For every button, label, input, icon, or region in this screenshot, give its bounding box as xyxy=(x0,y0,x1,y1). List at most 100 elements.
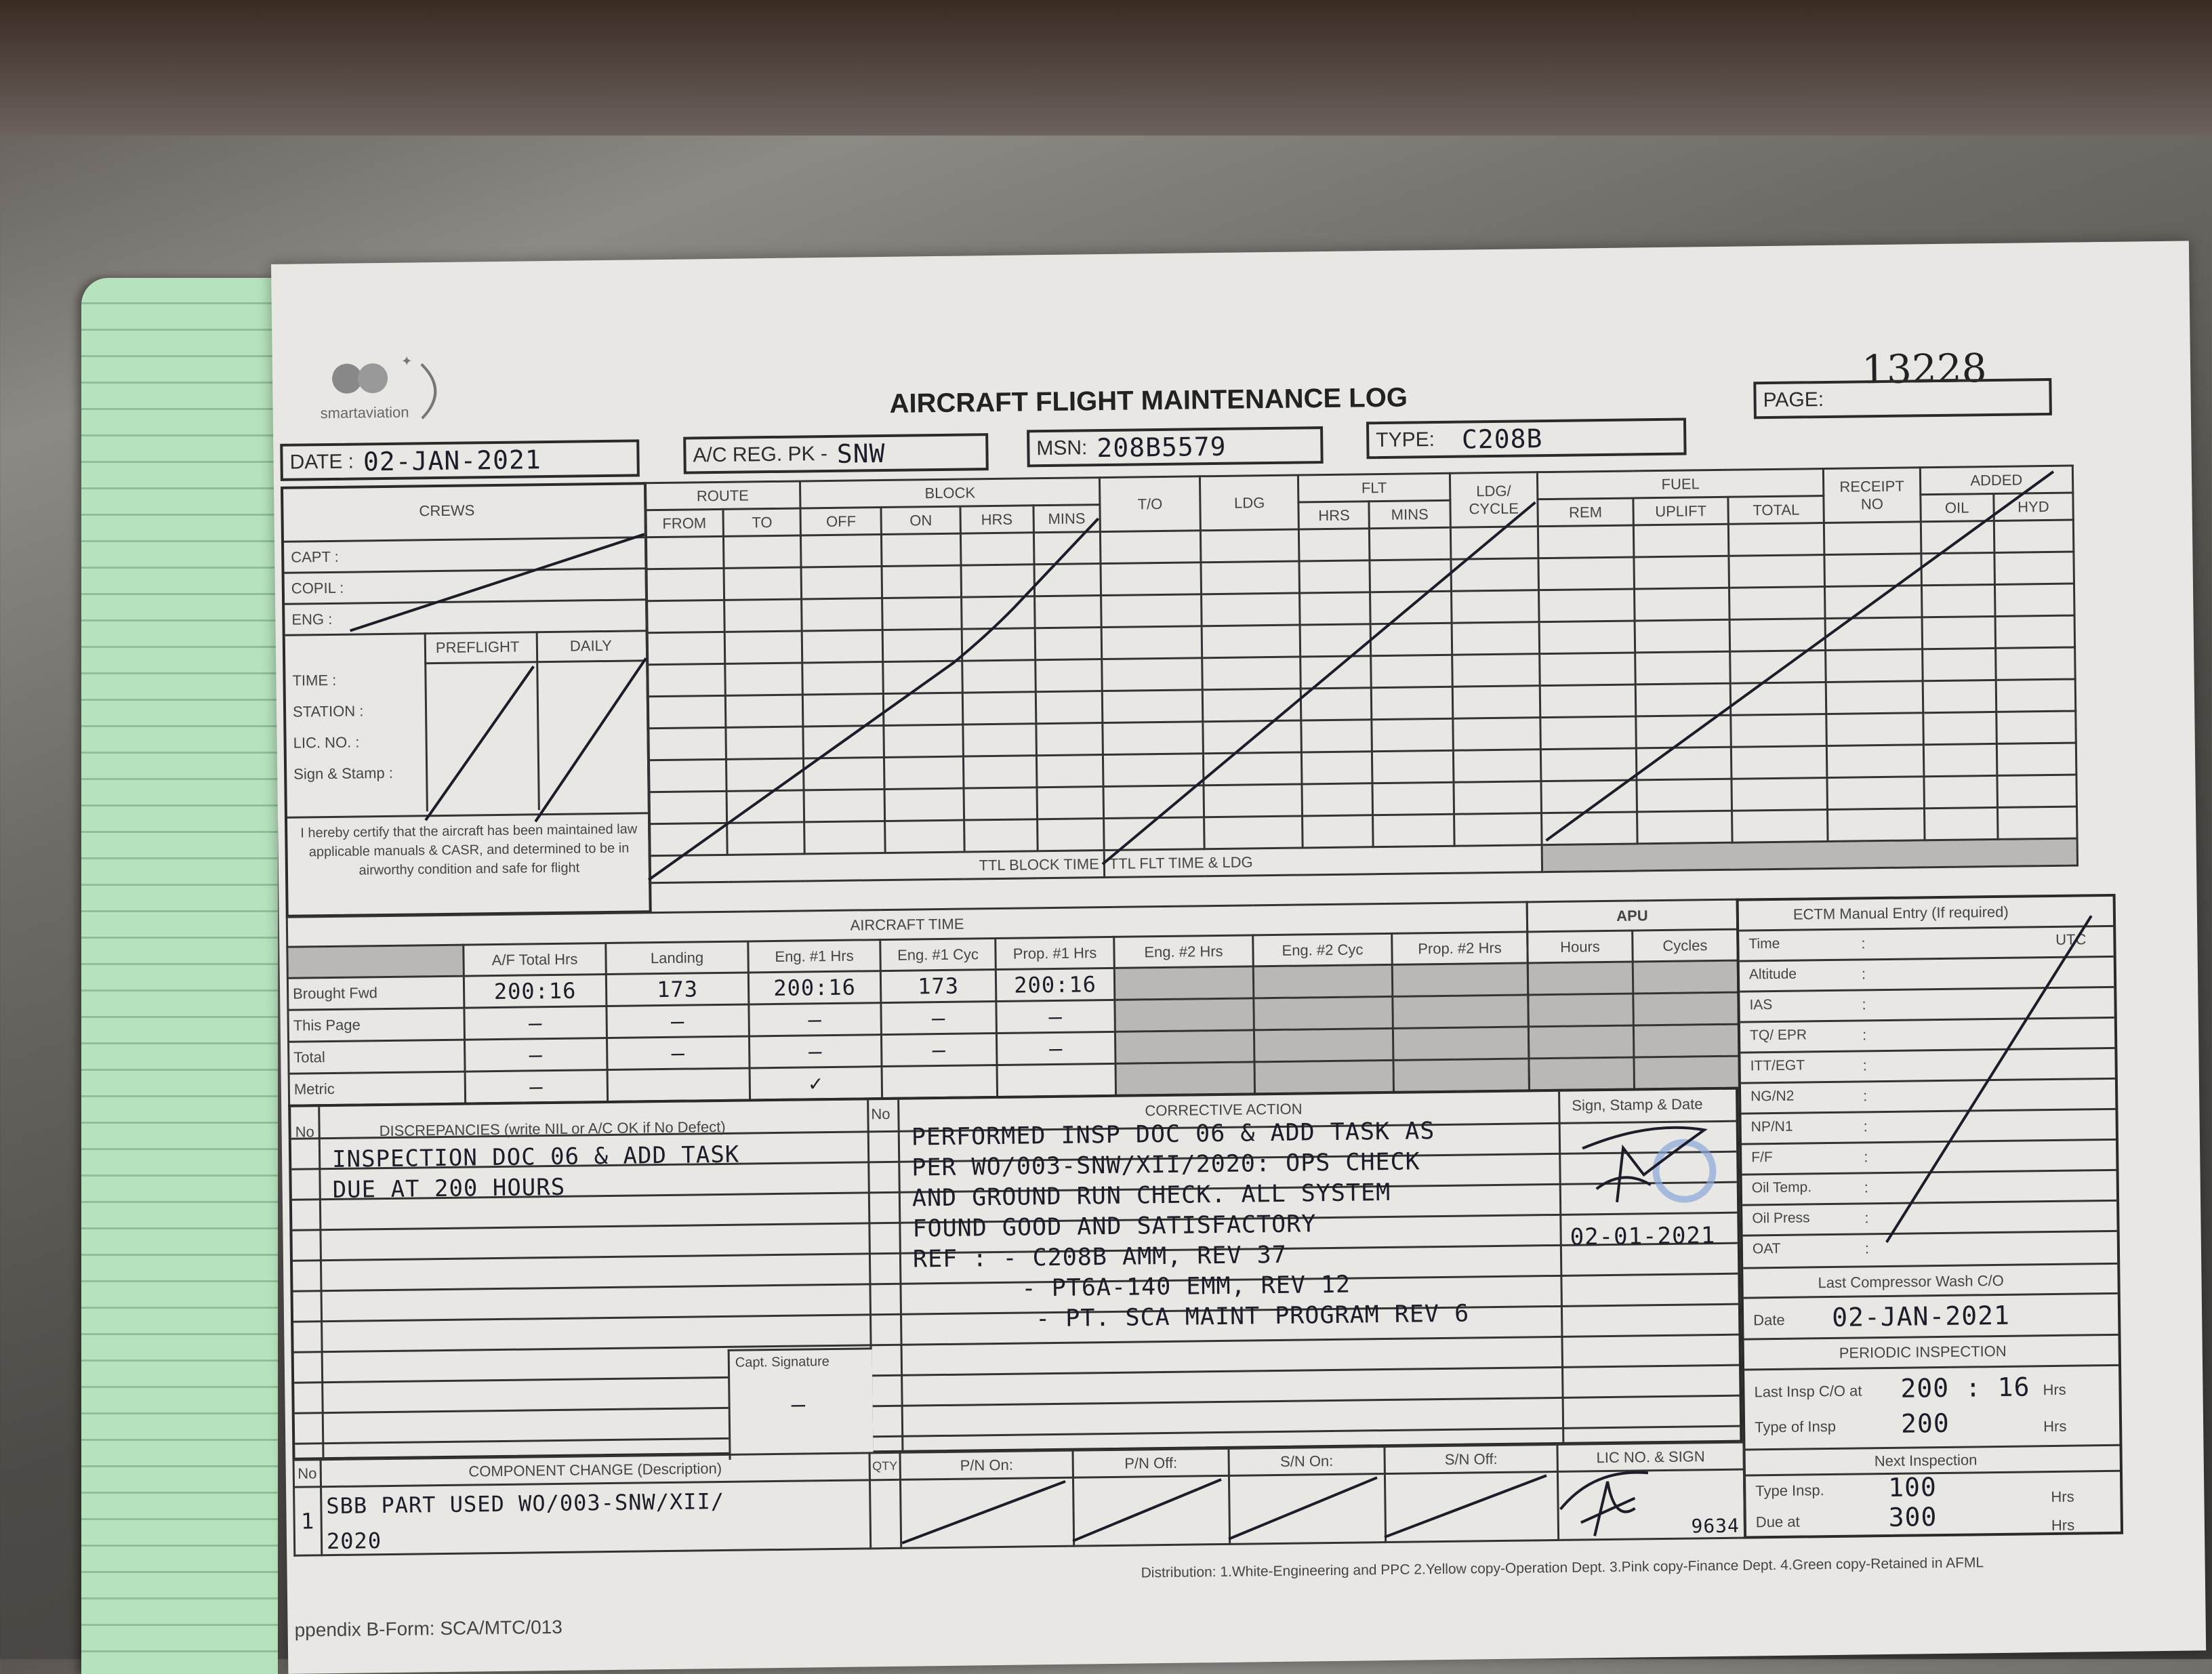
flight-cell[interactable] xyxy=(1995,679,2076,712)
flight-cell[interactable] xyxy=(647,695,726,729)
flight-cell[interactable] xyxy=(1454,813,1542,846)
flight-cell[interactable] xyxy=(1101,626,1202,659)
aircraft-time-cell[interactable]: — xyxy=(748,1002,882,1036)
flight-cell[interactable] xyxy=(1103,785,1204,819)
flight-cell[interactable] xyxy=(726,758,804,792)
flight-cell[interactable] xyxy=(1036,754,1103,788)
aircraft-time-cell[interactable]: ✓ xyxy=(750,1066,882,1100)
flight-cell[interactable] xyxy=(1538,620,1635,654)
flight-cell[interactable] xyxy=(1370,591,1452,624)
flight-cell[interactable] xyxy=(1103,753,1204,787)
msn-field[interactable]: MSN: 208B5579 xyxy=(1027,426,1324,468)
flight-cell[interactable] xyxy=(1826,712,1923,746)
flight-cell[interactable] xyxy=(724,598,802,632)
flight-cell[interactable] xyxy=(1538,525,1634,558)
flight-cell[interactable] xyxy=(1635,715,1732,748)
flight-cell[interactable] xyxy=(1824,553,1922,587)
flight-cell[interactable] xyxy=(962,659,1036,693)
flight-cell[interactable] xyxy=(1730,682,1827,716)
flight-cell[interactable] xyxy=(1995,647,2076,680)
flight-cell[interactable] xyxy=(1202,688,1302,722)
flight-cell[interactable] xyxy=(1732,777,1828,811)
flight-cell[interactable] xyxy=(726,726,804,760)
aircraft-time-cell[interactable]: — xyxy=(881,1033,998,1067)
flight-cell[interactable] xyxy=(1996,775,2077,808)
flight-cell[interactable] xyxy=(1298,528,1370,561)
aircraft-time-cell[interactable] xyxy=(1114,966,1254,1000)
flight-cell[interactable] xyxy=(1102,689,1203,723)
flight-cell[interactable] xyxy=(882,597,962,630)
aircraft-time-cell[interactable] xyxy=(882,1065,998,1099)
flight-cell[interactable] xyxy=(1201,560,1300,594)
flight-cell[interactable] xyxy=(884,788,964,821)
flight-cell[interactable] xyxy=(963,755,1037,789)
flight-cell[interactable] xyxy=(1452,685,1540,719)
flight-cell[interactable] xyxy=(885,820,964,853)
aircraft-time-cell[interactable]: — xyxy=(996,1000,1115,1034)
flight-cell[interactable] xyxy=(1202,720,1302,754)
flight-cell[interactable] xyxy=(649,823,728,856)
flight-cell[interactable] xyxy=(1636,747,1732,780)
flight-cell[interactable] xyxy=(1302,783,1374,816)
flight-cell[interactable] xyxy=(1372,718,1454,752)
flight-cell[interactable] xyxy=(1200,529,1300,563)
aircraft-time-cell[interactable] xyxy=(1114,998,1254,1032)
aircraft-time-cell[interactable] xyxy=(1253,996,1393,1030)
flight-cell[interactable] xyxy=(1635,683,1731,716)
registration-field[interactable]: A/C REG. PK - SNW xyxy=(683,433,989,474)
flight-cell[interactable] xyxy=(1204,783,1303,817)
flight-cell[interactable] xyxy=(1033,563,1101,596)
flight-cell[interactable] xyxy=(1924,807,1998,840)
flight-cell[interactable] xyxy=(1729,650,1826,684)
flight-cell[interactable] xyxy=(1539,652,1636,686)
flight-cell[interactable] xyxy=(726,821,805,855)
flight-cell[interactable] xyxy=(1921,552,1995,586)
aircraft-time-cell[interactable]: — xyxy=(996,1032,1116,1065)
date-field[interactable]: DATE : 02-JAN-2021 xyxy=(280,439,640,481)
flight-cell[interactable] xyxy=(804,821,886,854)
flight-cell[interactable] xyxy=(1369,527,1451,560)
flight-cell[interactable] xyxy=(1637,811,1733,844)
aircraft-time-cell[interactable] xyxy=(1393,1058,1530,1093)
flight-cell[interactable] xyxy=(1372,750,1454,783)
flight-cell[interactable] xyxy=(1370,623,1452,656)
flight-cell[interactable] xyxy=(803,757,885,790)
flight-cell[interactable] xyxy=(1372,782,1454,815)
flight-cell[interactable] xyxy=(1633,524,1729,557)
flight-cell[interactable] xyxy=(1538,556,1635,590)
flight-cell[interactable] xyxy=(1450,558,1539,592)
aircraft-time-cell[interactable]: — xyxy=(880,1001,997,1035)
aircraft-time-cell[interactable] xyxy=(1392,962,1528,997)
flight-cell[interactable] xyxy=(726,790,804,823)
flight-cell[interactable] xyxy=(646,600,725,633)
flight-cell[interactable] xyxy=(1452,717,1541,751)
flight-cell[interactable] xyxy=(1033,531,1101,565)
flight-cell[interactable] xyxy=(647,664,726,697)
flight-cell[interactable] xyxy=(800,534,882,567)
flight-cell[interactable] xyxy=(1300,687,1372,720)
flight-cell[interactable] xyxy=(883,693,963,726)
flight-cell[interactable] xyxy=(1996,711,2076,744)
flight-cell[interactable] xyxy=(725,694,804,728)
flight-cell[interactable] xyxy=(964,819,1038,853)
flight-cell[interactable] xyxy=(1731,746,1828,779)
flight-cell[interactable] xyxy=(724,567,802,600)
flight-cell[interactable] xyxy=(1101,594,1202,628)
flight-cell[interactable] xyxy=(1103,817,1205,851)
flight-cell[interactable] xyxy=(802,661,884,695)
flight-cell[interactable] xyxy=(1373,814,1454,847)
flight-cell[interactable] xyxy=(803,725,884,758)
flight-cell[interactable] xyxy=(882,629,962,662)
flight-cell[interactable] xyxy=(1201,592,1300,626)
flight-cell[interactable] xyxy=(1370,559,1452,592)
flight-cell[interactable] xyxy=(1036,786,1104,819)
flight-cell[interactable] xyxy=(1036,722,1103,756)
flight-cell[interactable] xyxy=(1729,586,1826,620)
flight-cell[interactable] xyxy=(1730,714,1827,748)
aircraft-time-cell[interactable] xyxy=(1253,964,1393,998)
aircraft-time-cell[interactable] xyxy=(607,1067,750,1102)
aircraft-time-cell[interactable]: 173 xyxy=(606,972,749,1006)
flight-cell[interactable] xyxy=(882,565,962,598)
flight-cell[interactable] xyxy=(1453,749,1541,783)
flight-cell[interactable] xyxy=(1997,807,2078,840)
